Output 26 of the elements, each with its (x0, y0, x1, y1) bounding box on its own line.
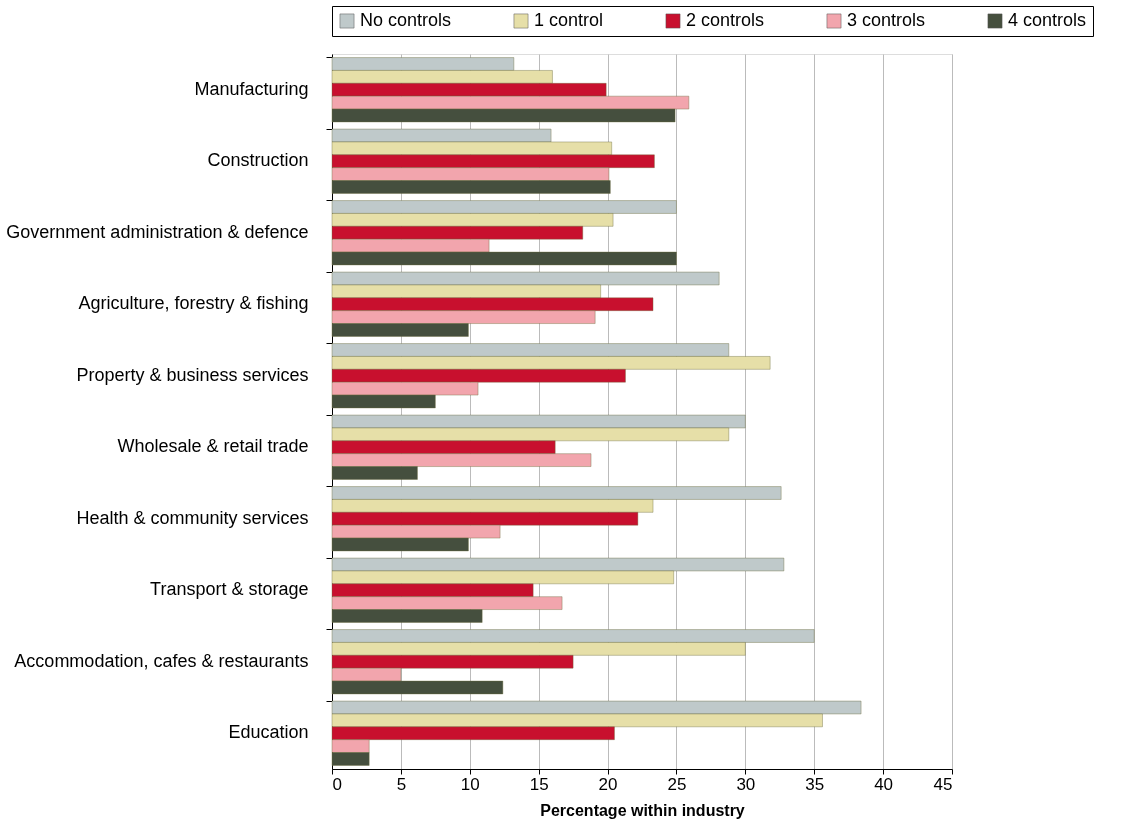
y-tick-label: Transport & storage (150, 579, 309, 600)
y-tick-label: Education (228, 722, 309, 743)
legend-label: 1 control (534, 10, 604, 30)
x-tick-label: 45 (933, 774, 953, 794)
x-tick-label: 40 (874, 774, 894, 794)
legend-label: 4 controls (1008, 10, 1087, 30)
x-tick-label: 5 (396, 774, 407, 794)
x-axis-title: Percentage within industry (540, 801, 745, 819)
x-tick-label: 10 (460, 774, 480, 794)
x-tick-label: 15 (529, 774, 549, 794)
x-tick-label: 0 (332, 774, 342, 794)
y-tick-label: Accommodation, cafes & restaurants (14, 650, 309, 671)
legend-label: 2 controls (686, 10, 765, 30)
legend-label: No controls (360, 10, 452, 30)
y-tick-label: Health & community services (76, 507, 309, 528)
y-tick-label: Construction (207, 150, 309, 171)
x-tick-label: 30 (736, 774, 756, 794)
x-tick-label: 25 (667, 774, 687, 794)
y-tick-label: Wholesale & retail trade (117, 436, 309, 457)
y-tick-label: Property & business services (76, 364, 309, 385)
y-tick-label: Government administration & defence (6, 221, 309, 242)
x-tick-label: 35 (805, 774, 825, 794)
y-tick-label: Manufacturing (194, 78, 309, 99)
legend-label: 3 controls (847, 10, 926, 30)
x-tick-label: 20 (598, 774, 618, 794)
y-tick-label: Agriculture, forestry & fishing (78, 293, 309, 314)
